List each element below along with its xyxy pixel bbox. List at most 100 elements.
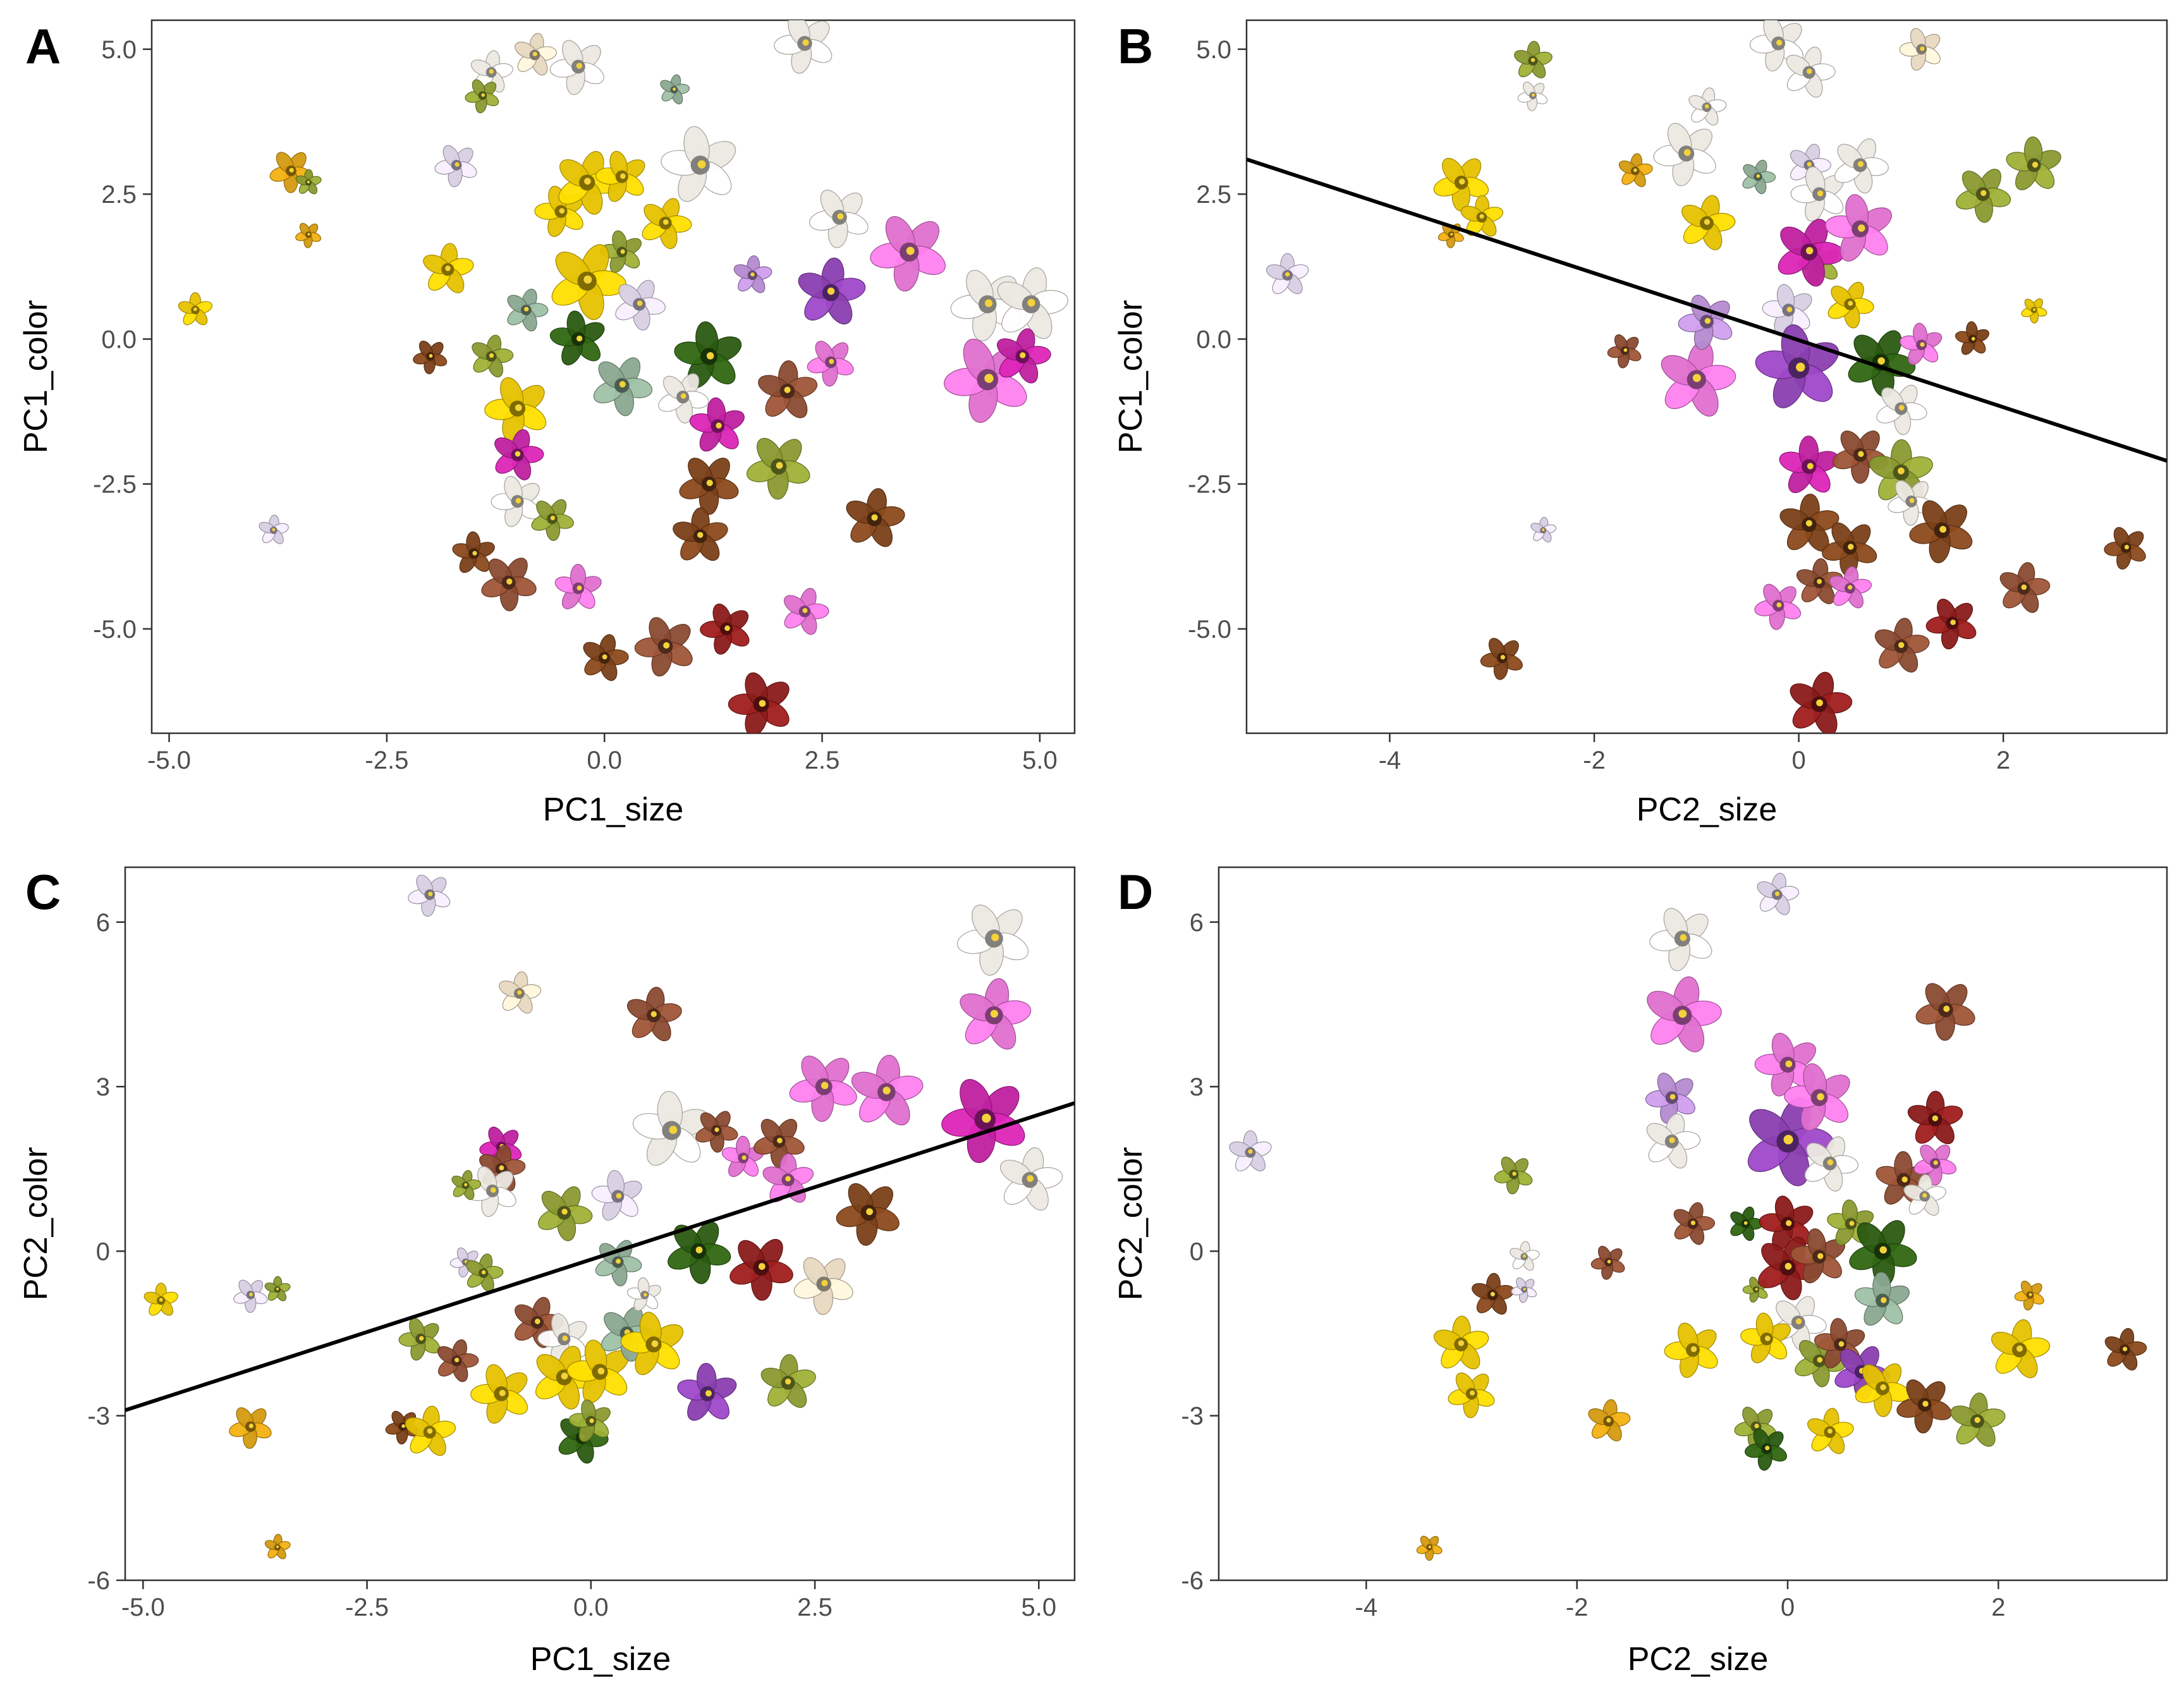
- flower-point: [1784, 1063, 1850, 1131]
- flower-point: [774, 20, 833, 74]
- x-tick-label: 2: [1996, 747, 2010, 774]
- y-tick-label: 5.0: [1196, 36, 1231, 64]
- flower-point: [1825, 194, 1892, 262]
- y-tick-label: -2.5: [93, 471, 137, 499]
- flower-point: [1730, 1206, 1764, 1241]
- flower-point: [1855, 1363, 1911, 1417]
- x-tick-label: -4: [1379, 747, 1401, 774]
- flower-point: [1647, 976, 1722, 1052]
- x-tick-label: -5.0: [147, 747, 191, 774]
- flower-point: [632, 1090, 709, 1166]
- flower-point: [1747, 1097, 1834, 1186]
- x-tick-label: -5.0: [121, 1594, 165, 1621]
- flower-point: [846, 488, 905, 547]
- flower-point: [1849, 1220, 1917, 1287]
- flower-point: [549, 40, 604, 95]
- regression-line: [1247, 157, 2167, 463]
- flower-point: [950, 269, 1022, 341]
- flower-point: [593, 357, 653, 417]
- y-tick-label: -6: [87, 1567, 110, 1595]
- flower-point: [1480, 638, 1523, 680]
- plot-area: [178, 20, 1068, 733]
- flower-point: [452, 531, 495, 573]
- flower-point: [434, 145, 477, 188]
- flower-point: [1472, 1272, 1515, 1315]
- flower-point: [1900, 322, 1943, 365]
- flower-point: [1829, 566, 1872, 609]
- flower-point: [1950, 1393, 2006, 1447]
- flower-point: [1448, 1372, 1495, 1418]
- y-axis-title: PC2_color: [1113, 1147, 1149, 1301]
- flower-point: [1778, 219, 1845, 287]
- flower-point: [1779, 436, 1839, 494]
- flower-point: [568, 1399, 611, 1442]
- x-tick-label: 0.0: [587, 747, 622, 774]
- chart-panel-d: -4 -2 0 2 -6 -3 0 3 6: [1181, 866, 2168, 1621]
- y-axis-title: PC1_color: [18, 300, 54, 454]
- plot-area: [1229, 872, 2147, 1561]
- x-tick-label: 5.0: [1022, 747, 1058, 774]
- panel-letter: C: [25, 864, 61, 920]
- flower-point: [465, 1253, 504, 1292]
- y-tick-label: 5.0: [101, 36, 137, 64]
- flower-point: [660, 74, 690, 105]
- flower-point: [798, 257, 866, 325]
- flower-point: [793, 1257, 853, 1315]
- flower-point: [295, 169, 322, 195]
- chart-panel-b: -4 -2 0 2 -5.0 -2.5 0.0 2.5 5.0: [1188, 19, 2168, 774]
- flower-point: [1678, 295, 1733, 350]
- flower-point: [405, 1405, 456, 1456]
- regression-line: [125, 1101, 1075, 1412]
- flower-point: [1646, 1113, 1701, 1169]
- flower-point: [423, 243, 474, 293]
- x-tick-label: -2: [1583, 747, 1606, 774]
- flower-point: [1909, 500, 1973, 563]
- panel-d: D PC2_size PC2_color: [1113, 864, 1768, 1678]
- flower-point: [679, 458, 739, 515]
- flower-point: [451, 1169, 482, 1200]
- flower-point: [836, 1183, 900, 1246]
- flower-point: [733, 255, 772, 293]
- x-tick-label: -4: [1355, 1594, 1378, 1621]
- flower-point: [851, 1054, 924, 1126]
- y-tick-label: 3: [96, 1073, 110, 1101]
- flower-point: [1754, 583, 1802, 630]
- flower-point: [259, 515, 289, 544]
- flower-point: [1653, 123, 1716, 186]
- flower-point: [1762, 284, 1812, 335]
- x-tick-label: 2.5: [805, 747, 840, 774]
- y-tick-label: -2.5: [1188, 471, 1231, 499]
- flower-point: [1903, 1174, 1946, 1216]
- flower-point: [700, 603, 750, 655]
- flower-point: [956, 905, 1028, 976]
- flower-point: [591, 1170, 642, 1221]
- flower-point: [1907, 1090, 1963, 1145]
- y-tick-label: -3: [1181, 1403, 1204, 1430]
- flower-point: [515, 1296, 564, 1348]
- flower-point: [634, 617, 693, 677]
- flower-point: [721, 1135, 765, 1178]
- flower-point: [1896, 1379, 1952, 1434]
- y-tick-label: 0.0: [101, 326, 137, 353]
- flower-point: [599, 230, 642, 273]
- flower-point: [554, 564, 602, 609]
- flower-point: [1673, 1202, 1716, 1245]
- x-axis-title: PC1_size: [530, 1641, 671, 1678]
- y-axis-title: PC2_color: [18, 1147, 54, 1301]
- flower-point: [1649, 908, 1712, 972]
- flower-point: [807, 341, 854, 387]
- flower-point: [1827, 1199, 1874, 1246]
- x-tick-label: 2.5: [797, 1594, 833, 1621]
- flower-point: [499, 971, 542, 1014]
- flower-point: [1530, 516, 1557, 543]
- flower-point: [626, 987, 682, 1042]
- y-tick-label: 2.5: [101, 181, 137, 209]
- y-tick-label: 0: [1190, 1238, 1204, 1265]
- flower-point: [729, 1239, 793, 1301]
- flower-point: [269, 152, 312, 193]
- flower-point: [1740, 1312, 1791, 1363]
- x-tick-label: 2: [1991, 1594, 2005, 1621]
- flower-point: [1749, 20, 1803, 71]
- flower-point: [515, 33, 557, 76]
